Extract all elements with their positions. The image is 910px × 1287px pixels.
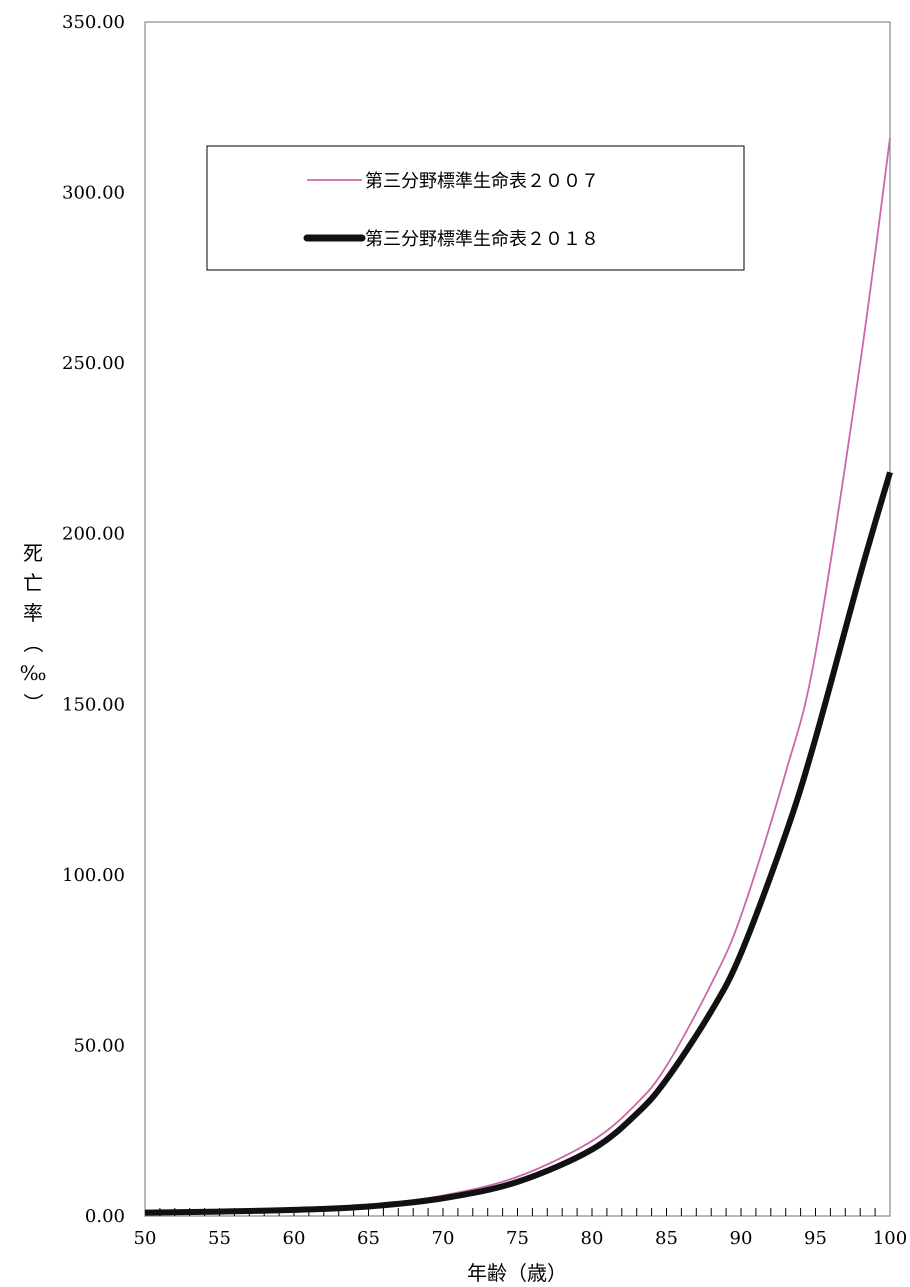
y-axis-title: 死亡率 （ ‰ ） (20, 541, 47, 713)
y-axis-title-char: 率 (23, 601, 43, 625)
legend-label-2007: 第三分野標準生命表２００７ (365, 171, 599, 192)
series-lines (144, 137, 893, 1216)
y-tick-label: 350.00 (62, 12, 125, 33)
legend: 第三分野標準生命表２００７ 第三分野標準生命表２０１８ (206, 145, 745, 271)
y-tick-label: 0.00 (85, 1206, 125, 1227)
series-line-2007 (144, 137, 891, 1214)
y-tick-label: 50.00 (73, 1035, 125, 1056)
series-line-2018 (144, 471, 893, 1216)
y-tick-label: 200.00 (62, 524, 125, 545)
y-axis-title-char: 亡 (23, 571, 43, 595)
y-tick-label: 300.00 (62, 183, 125, 204)
x-tick-labels: 50 55 60 65 70 75 80 85 90 95 100 (134, 1228, 908, 1249)
x-tick-label: 55 (208, 1228, 231, 1249)
y-axis-title-char: ‰ (20, 661, 47, 685)
x-tick-label: 100 (873, 1228, 907, 1249)
legend-box (206, 145, 745, 271)
y-tick-label: 100.00 (62, 865, 125, 886)
y-tick-label: 250.00 (62, 353, 125, 374)
x-tick-label: 75 (506, 1228, 529, 1249)
y-axis-title-char: （ (21, 633, 45, 653)
x-tick-label: 90 (730, 1228, 753, 1249)
y-tick-label: 150.00 (62, 694, 125, 715)
x-axis-title: 年齢（歳） (467, 1261, 567, 1285)
x-tick-label: 60 (283, 1228, 306, 1249)
x-tick-label: 95 (804, 1228, 827, 1249)
legend-label-2018: 第三分野標準生命表２０１８ (365, 229, 599, 250)
x-tick-label: 70 (432, 1228, 455, 1249)
y-tick-labels: 0.00 50.00 100.00 150.00 200.00 250.00 300.00 3… (62, 12, 125, 1227)
y-axis-title-char: 死 (23, 541, 43, 565)
x-tick-label: 50 (134, 1228, 157, 1249)
y-axis-title-char: ） (21, 693, 45, 713)
x-tick-label: 65 (357, 1228, 380, 1249)
x-tick-label: 85 (655, 1228, 678, 1249)
x-tick-label: 80 (581, 1228, 604, 1249)
